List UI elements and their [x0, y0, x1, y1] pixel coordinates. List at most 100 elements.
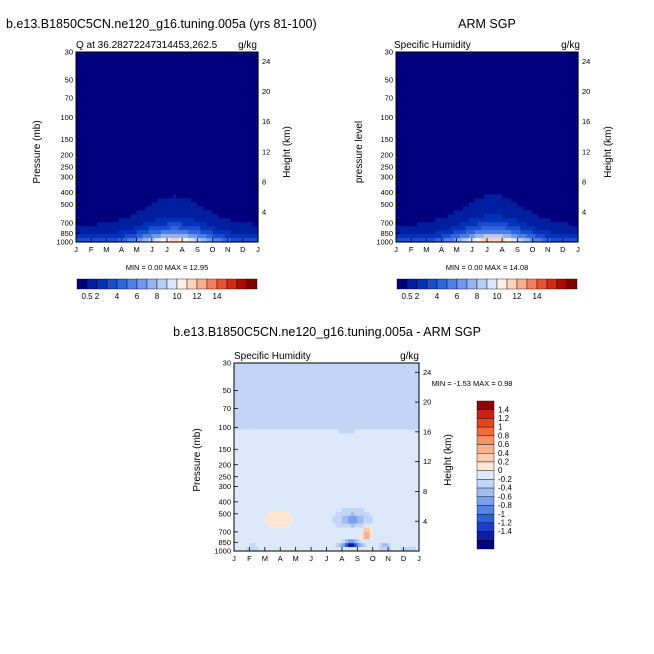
panel-model-cell — [139, 162, 144, 168]
panel-obs-cell — [468, 154, 473, 160]
panel-obs-cell — [465, 91, 470, 97]
panel-model-cell — [179, 150, 183, 156]
panel-obs-cell — [465, 127, 470, 132]
panel-model-cell — [160, 147, 165, 152]
panel-model-cell — [254, 218, 259, 223]
panel-model-cell — [242, 103, 247, 109]
panel-model-cell — [157, 143, 162, 148]
panel-model-cell — [254, 154, 259, 160]
panel-model-cell — [109, 127, 113, 132]
panel-obs-cell — [399, 67, 403, 73]
panel-model-cell — [248, 55, 253, 61]
panel-model-cell — [170, 230, 174, 235]
panel-model-cell — [76, 230, 80, 235]
panel-model-cell — [154, 107, 159, 112]
panel-obs-cell — [496, 234, 500, 239]
panel-obs-cell — [490, 99, 494, 105]
panel-model-cell — [100, 95, 104, 101]
panel-model-cell — [136, 174, 141, 180]
panel-model-cell — [109, 75, 113, 81]
panel-model-cell — [100, 214, 104, 219]
panel-obs-cell — [417, 135, 421, 140]
panel-model-cell — [145, 154, 150, 160]
panel-model-cell — [157, 131, 162, 136]
panel-model-cell — [94, 186, 98, 192]
panel-obs-cell — [496, 230, 500, 235]
panel-obs-cell — [508, 143, 512, 148]
panel-model-cell — [136, 230, 141, 235]
panel-model-cell — [176, 234, 180, 239]
panel-model-cell — [251, 206, 256, 211]
panel-model-cell — [191, 131, 195, 136]
panel-model-cell — [245, 131, 250, 136]
panel-obs-cell — [435, 182, 440, 188]
panel-model-cell — [85, 83, 89, 89]
panel-model-cell — [124, 119, 129, 124]
panel-model-cell — [160, 222, 165, 227]
panel-obs-cell — [499, 150, 503, 156]
panel-obs-cell — [493, 75, 497, 81]
panel-obs-cell — [490, 63, 494, 69]
panel-obs-cell — [483, 194, 488, 200]
panel-model-cell — [142, 206, 147, 211]
panel-obs-cell — [399, 147, 403, 152]
panel-model-cell — [200, 99, 204, 105]
panel-obs-cell — [465, 166, 470, 172]
panel-obs-cell — [399, 111, 403, 116]
panel-model-cell — [182, 63, 186, 69]
panel-obs-cell — [426, 174, 430, 180]
panel-model-cell — [136, 154, 141, 160]
panel-obs-cell — [396, 198, 400, 204]
panel-model-cell — [133, 202, 138, 207]
panel-model-cell — [151, 83, 156, 89]
panel-model-cell — [163, 111, 168, 116]
panel-model-cell — [130, 230, 135, 235]
panel-model-cell — [148, 127, 153, 132]
panel-model-cell — [121, 178, 126, 184]
panel-model-cell — [176, 218, 180, 223]
panel-model-cell — [151, 150, 156, 156]
panel-obs-cell — [420, 234, 424, 239]
panel-model-cell — [91, 107, 95, 112]
panel-obs-cell — [399, 198, 403, 204]
panel-obs-cell — [453, 147, 458, 152]
panel-model-cell — [209, 99, 214, 105]
panel-obs-cell — [474, 190, 479, 196]
panel-obs-cell — [432, 206, 437, 211]
panel-model-cell — [242, 135, 247, 140]
panel-model-cell — [194, 75, 198, 81]
panel-obs-cell — [517, 99, 521, 105]
panel-obs-cell — [502, 55, 506, 61]
panel-obs-cell — [490, 119, 494, 124]
panel-model-cell — [221, 143, 226, 148]
panel-obs-units: g/kg — [561, 40, 580, 51]
panel-model-cell — [160, 99, 165, 105]
panel-obs-cell — [405, 111, 409, 116]
panel-model-cell — [124, 150, 129, 156]
panel-obs-cell — [438, 178, 443, 184]
panel-obs-cell — [396, 210, 400, 215]
panel-model-cell — [76, 162, 80, 168]
panel-obs-cell — [396, 139, 400, 144]
panel-model-cell — [124, 63, 129, 69]
panel-obs-cell — [444, 59, 449, 65]
panel-model-cell — [115, 202, 120, 207]
panel-obs-cell — [462, 59, 467, 65]
panel-model-cell — [197, 115, 201, 120]
panel-model-cell — [94, 190, 98, 196]
panel-obs-cell — [408, 210, 412, 215]
panel-obs-cell — [490, 87, 494, 93]
panel-model-cell — [248, 230, 253, 235]
panel-model-cell — [112, 59, 117, 65]
panel-obs-cell — [411, 99, 415, 105]
panel-obs-cell — [423, 190, 427, 196]
panel-obs-cell — [459, 52, 464, 57]
panel-model-cell — [167, 190, 171, 196]
panel-model-cell — [188, 238, 192, 243]
panel-obs-cell — [520, 139, 524, 144]
panel-obs-cell — [411, 143, 415, 148]
panel-obs-cell — [493, 214, 497, 219]
panel-model-cell — [142, 139, 147, 144]
panel-obs-cell — [496, 63, 500, 69]
panel-obs-cell — [514, 115, 518, 120]
